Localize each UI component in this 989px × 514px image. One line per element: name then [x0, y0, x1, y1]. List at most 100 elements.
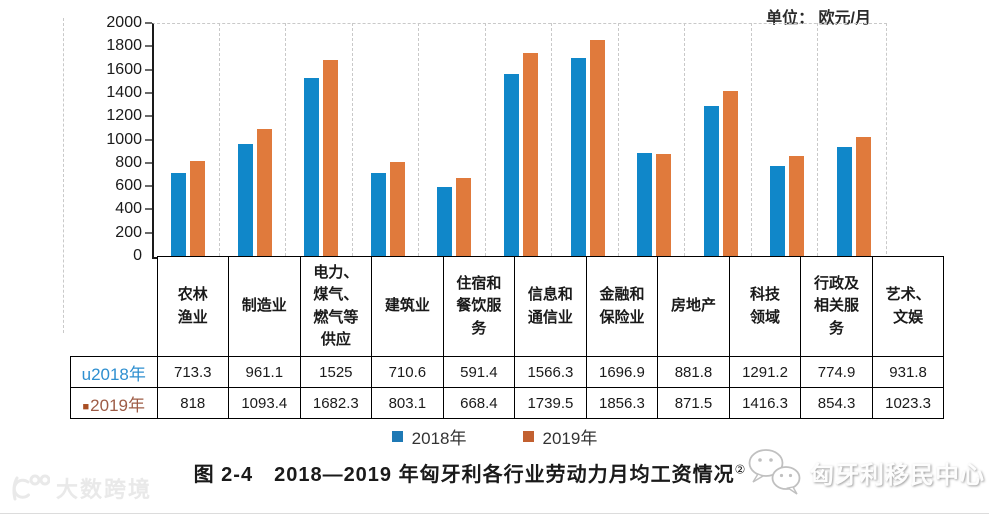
bar-2018年-科技领域	[703, 105, 719, 256]
category-gridline	[218, 23, 220, 256]
category-header-11: 艺术、 文娱	[871, 256, 945, 357]
y-axis-tick-mark	[145, 22, 152, 24]
y-axis-tick-label: 800	[115, 153, 142, 171]
legend-swatch-2018年	[391, 431, 403, 442]
category-gridline	[351, 23, 353, 256]
bar-2019年-房地产	[656, 154, 672, 256]
y-axis-tick-mark	[145, 115, 152, 118]
bar-2018年-建筑业	[370, 173, 386, 256]
table-data-row-2018年: u2018年 713.3 961.1 1525 710.6 591.4 1566.3 1696…	[70, 356, 945, 388]
y-axis-tick-label: 200	[115, 223, 142, 241]
figure-caption: 图 2-4 2018—2019 年匈牙利各行业劳动力月均工资情况②	[90, 458, 850, 487]
y-axis-tick-label: 1400	[106, 83, 142, 101]
value-cell-2018年-1: 713.3	[156, 356, 230, 388]
watermark-left: 大数跨境	[8, 472, 152, 504]
row-label-text-2019年: 2019年	[90, 395, 145, 415]
y-axis-tick-label: 1000	[106, 130, 142, 148]
category-header-10: 行政及 相关服 务	[800, 256, 873, 357]
value-cell-2018年-8: 881.8	[657, 356, 730, 388]
value-cell-2019年-9: 1416.3	[728, 387, 802, 419]
bar-2019年-住宿和餐饮服务	[456, 178, 472, 256]
bar-2018年-房地产	[637, 153, 653, 256]
bar-2019年-信息和通信业	[523, 53, 538, 256]
bar-2018年-农林渔业	[171, 172, 187, 256]
value-cell-2018年-2: 961.1	[228, 356, 301, 388]
bar-2018年-住宿和餐饮服务	[437, 187, 453, 256]
watermark-right: 匈牙利移民中心	[744, 446, 985, 498]
y-axis-tick-mark	[145, 185, 152, 188]
y-axis-tick-label: 0	[133, 247, 142, 264]
unit-label: 单位： 欧元/月	[766, 10, 871, 27]
value-cell-2018年-9: 1291.2	[728, 356, 802, 388]
row-label-2019年: ■2019年	[70, 387, 158, 419]
bar-2018年-电力、煤气、燃气等供应	[304, 78, 320, 256]
dashukuajing-logo-icon	[12, 474, 50, 501]
bar-2019年-艺术、文娱	[855, 136, 871, 256]
y-axis-tick-mark	[145, 208, 152, 211]
watermark-left-text: 大数跨境	[56, 477, 153, 502]
value-cell-2019年-8: 871.5	[657, 387, 730, 419]
value-cell-2018年-10: 774.9	[800, 356, 873, 388]
y-axis-tick-mark	[145, 161, 152, 164]
row-legend-key-2018年: u	[81, 364, 92, 384]
value-cell-2019年-4: 803.1	[371, 387, 444, 419]
table-header-row: 农林 渔业 制造业 电力、 煤气、 燃气等 供应 建筑业 住宿和 餐饮服 务信息和 通信…	[71, 256, 945, 357]
value-cell-2019年-7: 1856.3	[585, 387, 659, 419]
value-cell-2018年-11: 931.8	[871, 356, 945, 388]
legend-label-2018年: 2018年	[411, 429, 467, 448]
y-axis-tick-label: 600	[115, 177, 142, 195]
category-gridline	[418, 23, 420, 256]
value-cell-2019年-2: 1093.4	[228, 387, 301, 419]
category-header-3: 电力、 煤气、 燃气等 供应	[299, 256, 373, 357]
y-axis-tick-label: 1200	[106, 107, 142, 125]
row-label-2018年: u2018年	[70, 356, 158, 388]
category-header-6: 信息和 通信业	[514, 256, 587, 357]
bar-2019年-建筑业	[389, 162, 405, 256]
row-label-text-2018年: 2018年	[91, 364, 146, 384]
y-axis-tick-mark	[145, 68, 152, 71]
bar-2018年-艺术、文娱	[836, 147, 852, 256]
y-axis-tick-mark	[145, 231, 152, 234]
table-corner-cell	[71, 257, 158, 357]
y-axis-tick-label: 1800	[106, 37, 142, 55]
value-cell-2018年-7: 1696.9	[585, 356, 659, 388]
value-cell-2018年-4: 710.6	[371, 356, 444, 388]
table-data-row-2019年: ■2019年 818 1093.4 1682.3 803.1 668.4 1739.5 185…	[70, 387, 945, 419]
category-header-9: 科技 领域	[728, 256, 802, 357]
value-cell-2019年-3: 1682.3	[299, 387, 373, 419]
category-gridline	[817, 23, 819, 256]
category-gridline	[285, 23, 287, 256]
y-axis-tick-label: 400	[115, 200, 142, 218]
bar-2019年-科技领域	[722, 91, 738, 256]
figure-caption-text: 图 2-4 2018—2019 年匈牙利各行业劳动力月均工资情况	[193, 464, 735, 486]
category-gridline	[617, 23, 619, 256]
value-cell-2019年-1: 818	[156, 387, 230, 419]
chart-outer-dashed-border	[63, 18, 65, 333]
category-header-5: 住宿和 餐饮服 务	[442, 256, 516, 357]
category-gridline	[484, 23, 486, 256]
category-header-1: 农林 渔业	[156, 256, 230, 357]
watermark-right-text: 匈牙利移民中心	[810, 461, 985, 489]
bar-2019年-制造业	[256, 128, 272, 256]
y-axis-tick-label: 1600	[106, 60, 142, 78]
category-gridline	[684, 23, 686, 256]
chart-legend: 2018年 2019年	[0, 424, 989, 449]
y-axis-tick-mark	[145, 45, 152, 48]
legend-item-2018年: 2018年	[391, 424, 467, 449]
caption-footnote-mark: ②	[734, 462, 747, 477]
value-cell-2018年-5: 591.4	[442, 356, 516, 388]
y-axis-tick-mark	[145, 91, 152, 94]
bar-2018年-制造业	[237, 144, 253, 256]
category-gridline	[551, 23, 553, 256]
category-header-7: 金融和 保险业	[585, 256, 659, 357]
y-axis-tick-mark	[145, 138, 152, 141]
category-header-8: 房地产	[657, 256, 730, 357]
value-cell-2018年-6: 1566.3	[514, 356, 587, 388]
category-header-2: 制造业	[228, 256, 301, 357]
wechat-icon	[748, 449, 801, 495]
category-header-4: 建筑业	[371, 256, 444, 357]
bar-2019年-金融和保险业	[589, 39, 605, 256]
bar-2018年-金融和保险业	[570, 58, 586, 256]
legend-label-2019年: 2019年	[542, 429, 598, 448]
